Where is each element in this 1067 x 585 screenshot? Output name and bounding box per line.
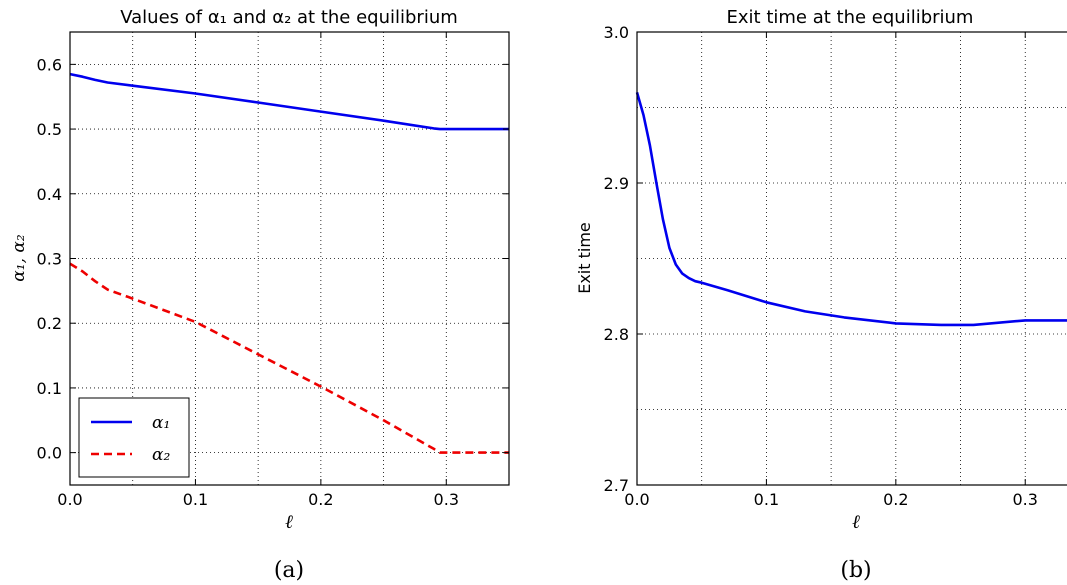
x-tick-label: 0.2 <box>883 490 908 509</box>
panel-a-caption: (a) <box>274 558 304 583</box>
legend-label-alpha1: α₁ <box>152 413 170 433</box>
panel-b-grid <box>637 32 1067 485</box>
x-tick-label: 0.2 <box>308 490 333 509</box>
y-tick-label: 2.8 <box>604 325 629 344</box>
x-tick-label: 0.0 <box>624 490 649 509</box>
panel-b-xlabel: ℓ <box>852 511 860 533</box>
panel-b-tick-labels: 0.0 0.1 0.2 0.3 2.7 2.8 2.9 3.0 <box>604 23 1038 509</box>
panel-a-series <box>69 72 509 454</box>
series-line-2 <box>69 262 509 454</box>
panel-b-caption: (b) <box>840 558 871 583</box>
panel-a-tick-labels: 0.0 0.1 0.2 0.3 0.0 0.1 0.2 0.3 0.4 0.5 0.6 <box>37 55 459 509</box>
panel-b-ticks <box>636 31 1026 486</box>
y-tick-label: 0.6 <box>37 55 62 74</box>
panel-a-ticks <box>69 32 509 485</box>
y-tick-label: 2.9 <box>604 174 629 193</box>
panel-a-xlabel: ℓ <box>285 511 293 533</box>
panel-a-legend: α₁ α₂ <box>78 397 190 478</box>
x-tick-label: 0.3 <box>434 490 459 509</box>
y-tick-label: 2.7 <box>604 476 629 495</box>
panel-b-title: Exit time at the equilibrium <box>727 7 974 28</box>
y-tick-label: 0.5 <box>37 120 62 139</box>
panel-a-ylabel: α₁, α₂ <box>9 234 29 282</box>
panel-b: Exit time at the equilibrium 0.0 0.1 0.2 0.… <box>575 7 1067 583</box>
x-tick-label: 0.1 <box>183 490 208 509</box>
y-tick-label: 0.0 <box>37 444 62 463</box>
y-tick-label: 0.3 <box>37 250 62 269</box>
x-tick-label: 0.0 <box>57 490 82 509</box>
panel-b-series <box>635 92 1067 327</box>
panel-b-ylabel: Exit time <box>575 222 594 294</box>
x-tick-label: 0.1 <box>754 490 779 509</box>
series-line-1 <box>69 72 509 131</box>
legend-label-alpha2: α₂ <box>152 445 170 465</box>
y-tick-label: 3.0 <box>604 23 629 42</box>
legend-box <box>78 397 190 478</box>
panel-b-frame <box>636 31 1067 486</box>
panel-a: Values of α₁ and α₂ at the equilibrium 0… <box>9 7 510 583</box>
series-line-1 <box>635 92 1067 327</box>
y-tick-label: 0.1 <box>37 379 62 398</box>
y-tick-label: 0.4 <box>37 185 62 204</box>
x-tick-label: 0.3 <box>1013 490 1038 509</box>
panel-a-title: Values of α₁ and α₂ at the equilibrium <box>120 7 458 28</box>
y-tick-label: 0.2 <box>37 314 62 333</box>
